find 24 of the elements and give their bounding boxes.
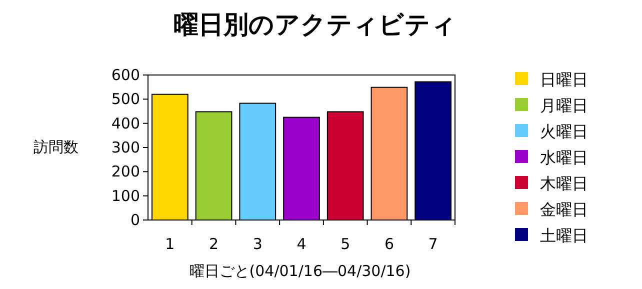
legend-label: 木曜日 (540, 174, 588, 193)
legend-label: 水曜日 (540, 148, 588, 167)
x-tick-label: 2 (209, 235, 219, 253)
x-tick-label: 3 (252, 235, 262, 253)
legend-label: 土曜日 (540, 226, 588, 245)
chart-title: 曜日別のアクティビティ (174, 10, 456, 39)
y-tick-label: 300 (111, 138, 140, 156)
y-tick-label: 200 (111, 162, 140, 181)
y-tick-label: 0 (130, 211, 140, 229)
legend-label: 月曜日 (540, 96, 588, 115)
legend-label: 金曜日 (540, 200, 588, 219)
y-axis-title: 訪問数 (34, 138, 78, 156)
y-tick-label: 400 (111, 114, 140, 132)
x-tick-label: 1 (165, 235, 175, 253)
x-tick-label: 7 (428, 235, 438, 253)
x-tick-label: 5 (340, 235, 350, 253)
y-tick-label: 100 (111, 186, 140, 205)
x-tick-label: 6 (384, 235, 394, 253)
legend-label: 日曜日 (540, 70, 588, 89)
y-tick-label: 600 (111, 66, 140, 84)
x-axis-title: 曜日ごと(04/01/16―04/30/16) (189, 262, 411, 280)
legend-label: 火曜日 (540, 122, 588, 141)
y-tick-label: 500 (111, 90, 140, 108)
x-tick-label: 4 (296, 235, 306, 253)
